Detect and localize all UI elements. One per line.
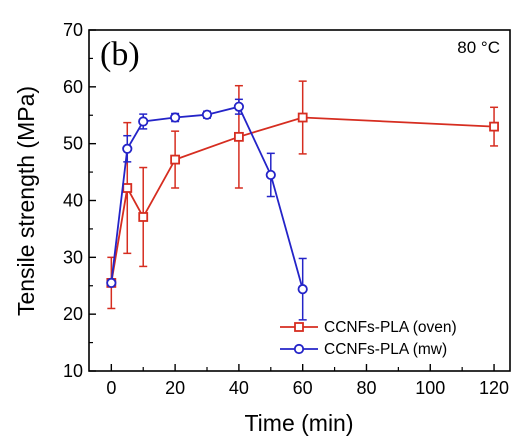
data-point-oven [489, 121, 499, 132]
y-tick-label: 20 [63, 304, 83, 324]
series-line-mw [110, 105, 304, 290]
data-point-mw [265, 169, 276, 181]
data-point-oven [297, 112, 308, 123]
y-tick-label: 30 [63, 247, 83, 267]
x-tick-label: 120 [479, 378, 509, 398]
x-tick-label: 20 [165, 378, 185, 398]
data-point-mw [122, 143, 133, 154]
legend-label-oven: CCNFs-PLA (oven) [324, 319, 457, 336]
data-point-mw [106, 277, 117, 289]
y-tick-label: 40 [63, 191, 83, 211]
y-axis-title: Tensile strength (MPa) [13, 86, 39, 316]
legend-marker-mw [293, 343, 305, 355]
series-mw [106, 98, 308, 321]
y-tick-label: 50 [63, 134, 83, 154]
data-point-mw [138, 116, 149, 127]
plot-area-frame [88, 29, 511, 372]
data-point-oven [170, 154, 181, 165]
data-point-mw [233, 101, 245, 112]
temperature-annotation: 80 °C [457, 38, 500, 57]
legend-item-mw: CCNFs-PLA (mw) [280, 341, 447, 358]
legend-marker-oven [294, 322, 304, 332]
series-layer [106, 80, 499, 321]
data-point-oven [234, 131, 244, 142]
panel-label: (b) [100, 36, 140, 73]
x-axis-title: Time (min) [244, 410, 353, 436]
data-point-mw [297, 284, 308, 295]
x-tick-label: 60 [293, 378, 313, 398]
y-tick-label: 70 [63, 20, 83, 40]
legend: CCNFs-PLA (oven) CCNFs-PLA (mw) [280, 319, 457, 358]
y-tick-label: 10 [63, 361, 83, 381]
x-tick-label: 40 [229, 378, 249, 398]
x-tick-label: 0 [106, 378, 116, 398]
x-tick-label: 100 [415, 378, 445, 398]
data-point-mw [201, 109, 213, 120]
x-tick-label: 80 [356, 378, 376, 398]
tick-labels: 10 20 30 40 50 60 70 0 20 40 60 80 100 120 [63, 20, 509, 398]
y-tick-label: 60 [63, 77, 83, 97]
data-point-oven [122, 183, 133, 193]
legend-item-oven: CCNFs-PLA (oven) [280, 319, 457, 336]
data-point-oven [138, 212, 149, 222]
data-point-mw [170, 112, 181, 123]
legend-label-mw: CCNFs-PLA (mw) [324, 341, 447, 358]
